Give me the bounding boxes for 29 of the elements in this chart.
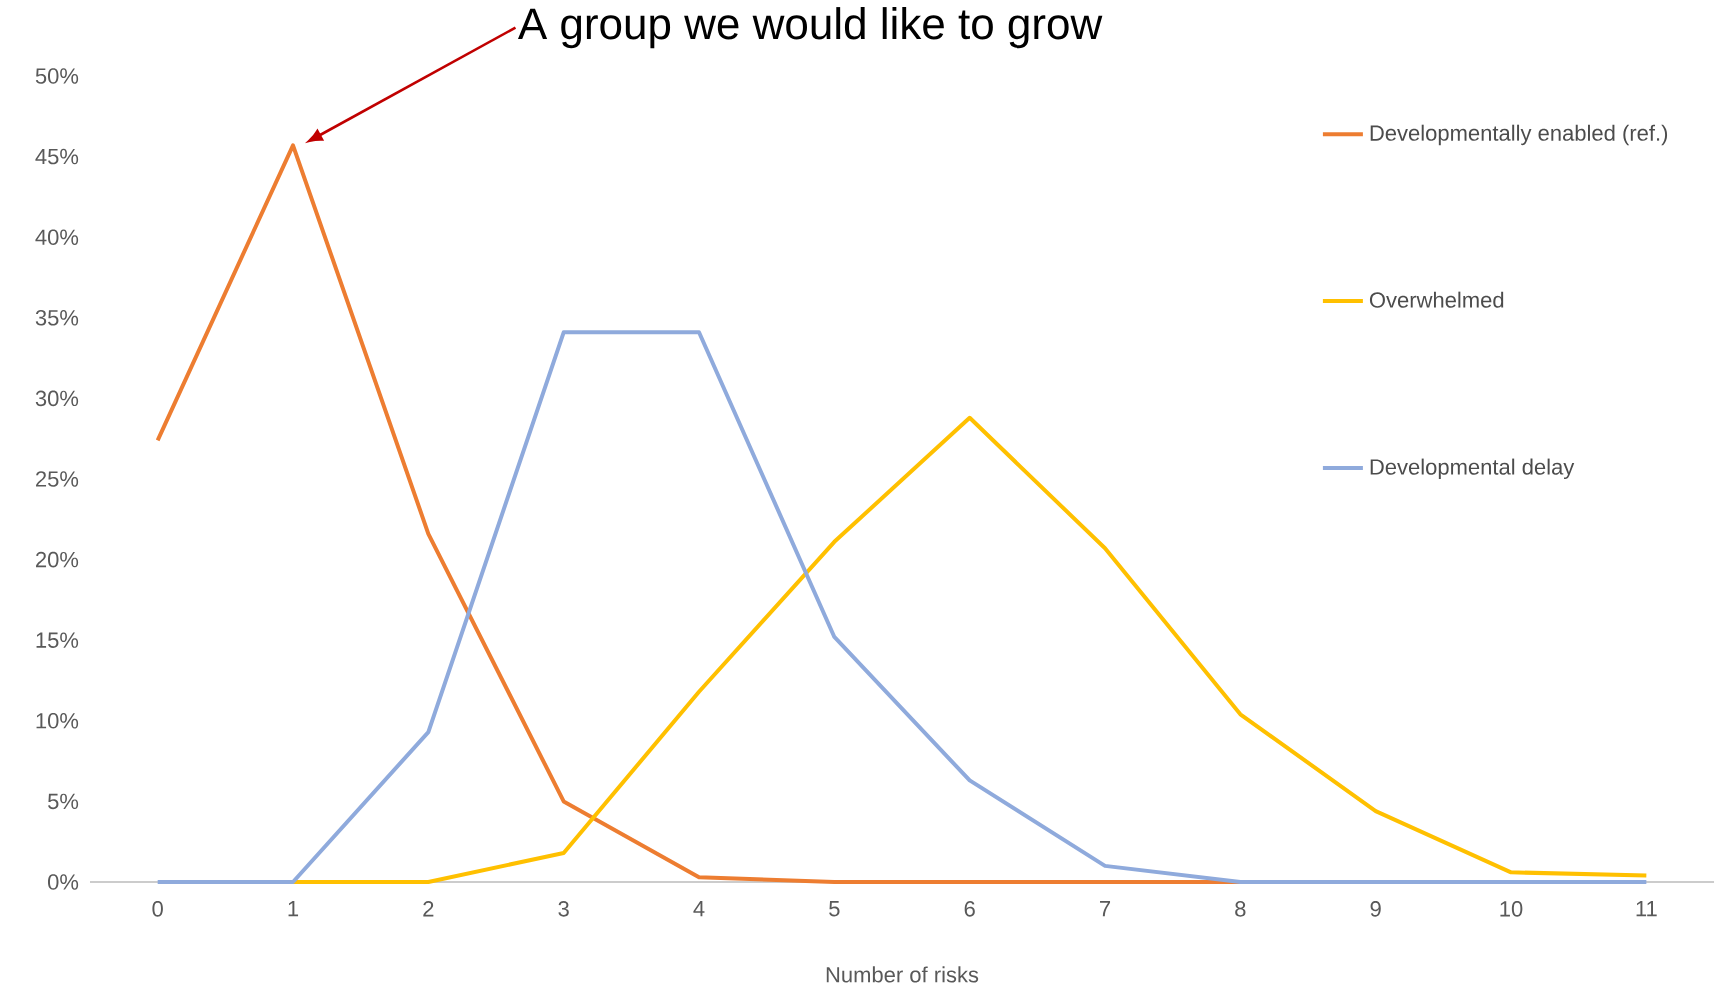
x-tick-label: 11 [1636,901,1657,917]
x-axis-title: Number of risks [826,966,979,983]
text: A group we would like to grow [517,7,1103,49]
y-tick-label: 25% [36,471,79,487]
x-tick-label: 3 [558,901,569,917]
x-tick-label: 5 [829,901,840,917]
y-tick-label: 50% [35,68,79,84]
y-tick-label: 15% [36,632,79,648]
line-series [291,415,1649,884]
x-tick-label: 8 [1235,901,1246,917]
y-tick-label: 0% [47,874,79,890]
x-tick-label: 4 [693,901,705,917]
legend-label: Developmental delay [1370,458,1575,480]
legend-label: Developmentally enabled (ref.) [1370,124,1668,146]
x-tick-label: 10 [1500,901,1523,917]
y-tick-label: 5% [48,793,79,810]
y-tick-label: 40% [35,229,79,245]
y-tick-label: 30% [35,390,79,407]
legend-label: Overwhelmed [1369,291,1504,308]
y-tick-label: 10% [36,713,79,729]
x-tick-label: 9 [1370,901,1381,917]
y-tick-label: 20% [36,551,79,568]
x-tick-label: 2 [423,901,434,917]
y-tick-label: 35% [35,310,79,326]
y-tick-label: 45% [35,148,79,165]
x-tick-label: 1 [288,901,299,917]
x-tick-label: 6 [964,901,975,917]
x-tick-label: 7 [1100,901,1111,917]
x-tick-label: 0 [152,901,163,917]
